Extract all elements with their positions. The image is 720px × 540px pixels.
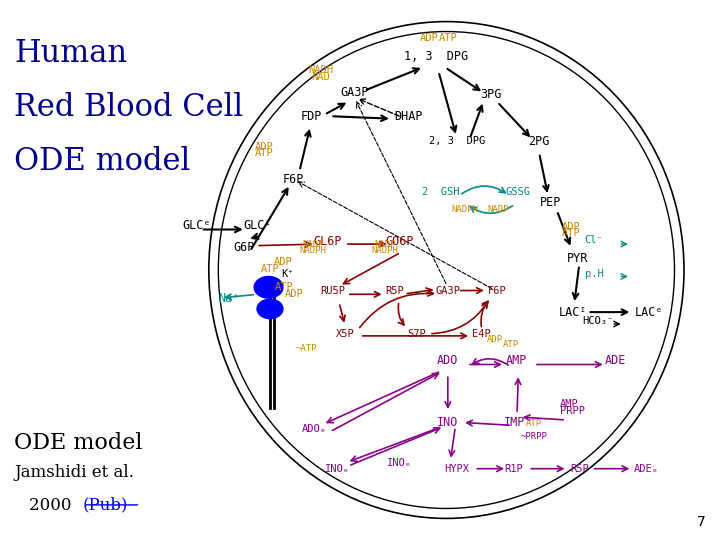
Text: IMP: IMP [504, 416, 526, 429]
Text: NADP: NADP [374, 240, 396, 248]
Text: ADP: ADP [284, 289, 303, 299]
Circle shape [257, 299, 283, 319]
Text: ADOₑ: ADOₑ [302, 424, 326, 434]
Text: ODE model: ODE model [14, 432, 143, 454]
Text: AMP: AMP [506, 354, 528, 367]
Text: X5P: X5P [336, 329, 355, 339]
Text: 2PG: 2PG [528, 135, 549, 148]
Text: NADH: NADH [308, 65, 333, 75]
Text: ATP: ATP [503, 340, 519, 349]
Text: HYPX: HYPX [445, 464, 469, 474]
Text: G6P: G6P [233, 241, 255, 254]
Text: ATP: ATP [261, 264, 279, 274]
Text: ADP: ADP [420, 33, 438, 43]
Text: Human: Human [14, 38, 127, 69]
Text: ADP: ADP [562, 222, 580, 232]
Text: R1P: R1P [505, 464, 523, 474]
Text: S7P: S7P [407, 329, 426, 339]
Text: K⁺: K⁺ [282, 269, 294, 279]
Text: 2, 3  DPG: 2, 3 DPG [429, 137, 485, 146]
Text: LACᵉ: LACᵉ [635, 306, 664, 319]
Text: ATP: ATP [255, 148, 274, 158]
Text: 1, 3  DPG: 1, 3 DPG [403, 50, 468, 63]
Text: GSSG: GSSG [506, 187, 531, 197]
Text: GA3P: GA3P [340, 86, 369, 99]
Text: GLCᴵ: GLCᴵ [243, 219, 272, 232]
Text: AMP: AMP [559, 399, 578, 409]
Text: ODE model: ODE model [14, 146, 191, 177]
Text: ADE: ADE [605, 354, 626, 367]
Text: 2000: 2000 [29, 497, 76, 514]
Text: Jamshidi et al.: Jamshidi et al. [14, 464, 134, 481]
Text: ATP: ATP [526, 420, 542, 428]
Text: DHAP: DHAP [394, 110, 423, 123]
Text: R5P: R5P [385, 286, 404, 295]
Text: (Pub): (Pub) [83, 497, 128, 514]
Text: Na⁺: Na⁺ [218, 292, 240, 305]
Text: FDP: FDP [300, 110, 322, 123]
Text: ADEₑ: ADEₑ [634, 464, 659, 474]
Text: PEP: PEP [540, 196, 562, 209]
Text: ADO: ADO [437, 354, 459, 367]
Text: ATP: ATP [275, 282, 294, 292]
Text: GL6P: GL6P [313, 235, 342, 248]
Text: ATP: ATP [562, 228, 580, 238]
Text: HCO₃⁻: HCO₃⁻ [582, 316, 613, 326]
Text: 3PG: 3PG [480, 88, 502, 101]
Text: INO: INO [437, 416, 459, 429]
Text: F6P: F6P [487, 286, 506, 295]
Text: NADPH: NADPH [372, 246, 399, 255]
Circle shape [254, 276, 283, 298]
Text: ADP: ADP [255, 142, 274, 152]
Text: NADPH: NADPH [451, 205, 478, 214]
Text: INOₑ: INOₑ [325, 464, 349, 474]
Text: GA3P: GA3P [436, 286, 460, 295]
Text: ~PRPP: ~PRPP [521, 432, 548, 441]
Text: LACᴵ: LACᴵ [559, 306, 588, 319]
Text: 2  GSH: 2 GSH [422, 187, 459, 197]
Text: NADP: NADP [487, 205, 509, 214]
Text: ADP: ADP [487, 335, 503, 343]
Text: RU5P: RU5P [320, 286, 345, 295]
Text: NAD: NAD [311, 72, 330, 82]
Text: PYR: PYR [567, 252, 588, 265]
Text: INOₑ: INOₑ [387, 458, 412, 468]
Text: NADP: NADP [302, 240, 324, 248]
Text: PRPP: PRPP [560, 407, 585, 416]
Text: F6P: F6P [283, 173, 305, 186]
Text: GO6P: GO6P [385, 235, 414, 248]
Text: R5P: R5P [570, 464, 589, 474]
Text: ATP: ATP [439, 33, 458, 43]
Text: E4P: E4P [472, 329, 490, 339]
Text: NADPH: NADPH [300, 246, 327, 255]
Text: p.H: p.H [585, 269, 603, 279]
Text: GLCᵉ: GLCᵉ [182, 219, 211, 232]
Text: ADP: ADP [274, 257, 292, 267]
Text: Red Blood Cell: Red Blood Cell [14, 92, 243, 123]
Text: ~ATP: ~ATP [295, 344, 317, 353]
Text: 7: 7 [697, 515, 706, 529]
Text: Cl⁻: Cl⁻ [585, 235, 603, 245]
